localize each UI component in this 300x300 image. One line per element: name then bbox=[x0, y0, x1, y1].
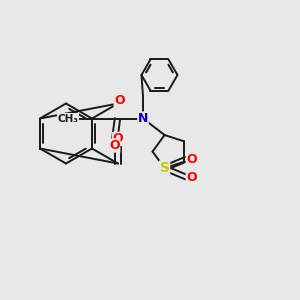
Text: N: N bbox=[138, 112, 148, 125]
Text: O: O bbox=[186, 153, 197, 166]
Text: O: O bbox=[114, 94, 125, 107]
Text: CH₃: CH₃ bbox=[58, 113, 79, 124]
Text: O: O bbox=[186, 171, 197, 184]
Text: O: O bbox=[109, 139, 120, 152]
Text: O: O bbox=[112, 132, 123, 146]
Text: S: S bbox=[160, 161, 170, 175]
